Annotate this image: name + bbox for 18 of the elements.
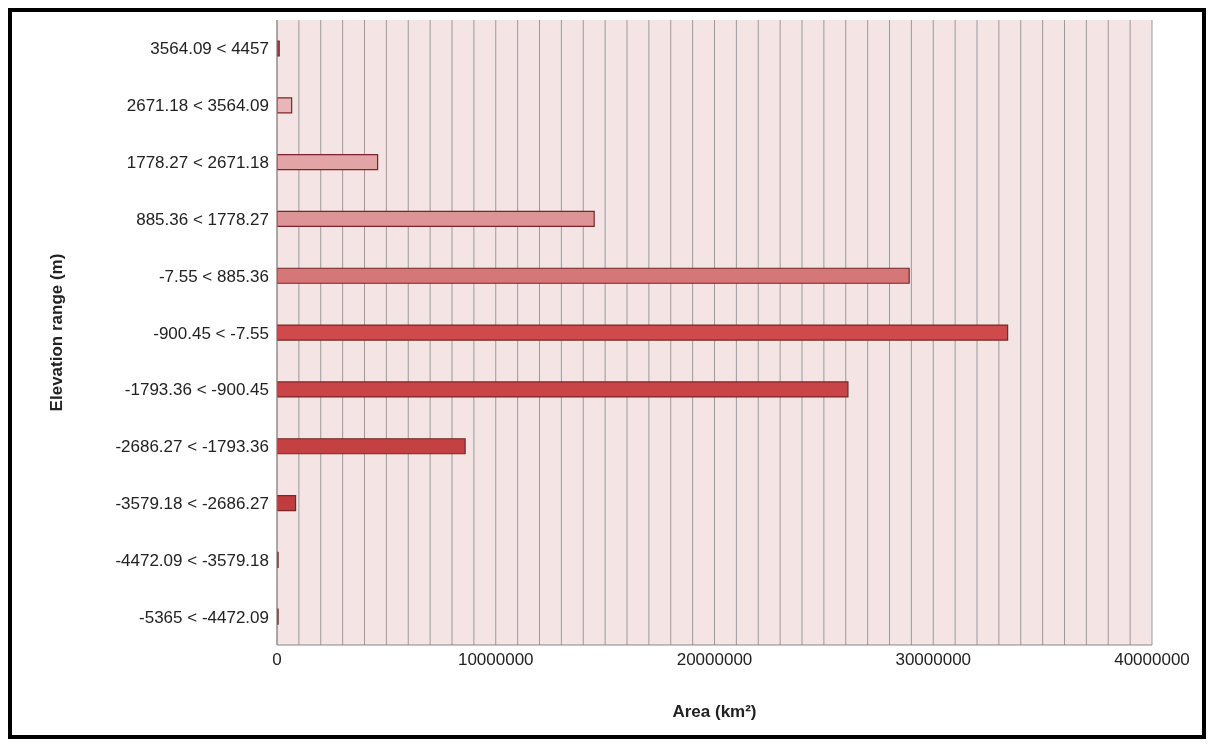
y-tick-label: 1778.27 < 2671.18: [126, 153, 269, 173]
x-tick-label: 20000000: [676, 650, 753, 670]
x-tick-label: 30000000: [895, 650, 972, 670]
y-tick-label: -1793.36 < -900.45: [124, 380, 269, 400]
y-tick-label: 3564.09 < 4457: [150, 39, 269, 59]
y-tick-label: -3579.18 < -2686.27: [115, 493, 269, 513]
x-tick-label: 0: [272, 650, 282, 670]
y-tick-label: -4472.09 < -3579.18: [115, 550, 269, 570]
x-tick-label: 40000000: [1114, 650, 1190, 670]
y-tick-label: -900.45 < -7.55: [153, 323, 269, 343]
y-tick-label: -2686.27 < -1793.36: [115, 437, 269, 457]
x-axis-title: Area (km²): [672, 702, 757, 721]
y-axis-title: Elevation range (m): [47, 253, 67, 412]
x-tick-label: 10000000: [457, 650, 534, 670]
y-tick-label: 885.36 < 1778.27: [136, 209, 269, 229]
y-tick-label: 2671.18 < 3564.09: [126, 96, 269, 116]
y-tick-label: -7.55 < 885.36: [158, 266, 269, 286]
y-tick-label: -5365 < -4472.09: [139, 607, 269, 627]
